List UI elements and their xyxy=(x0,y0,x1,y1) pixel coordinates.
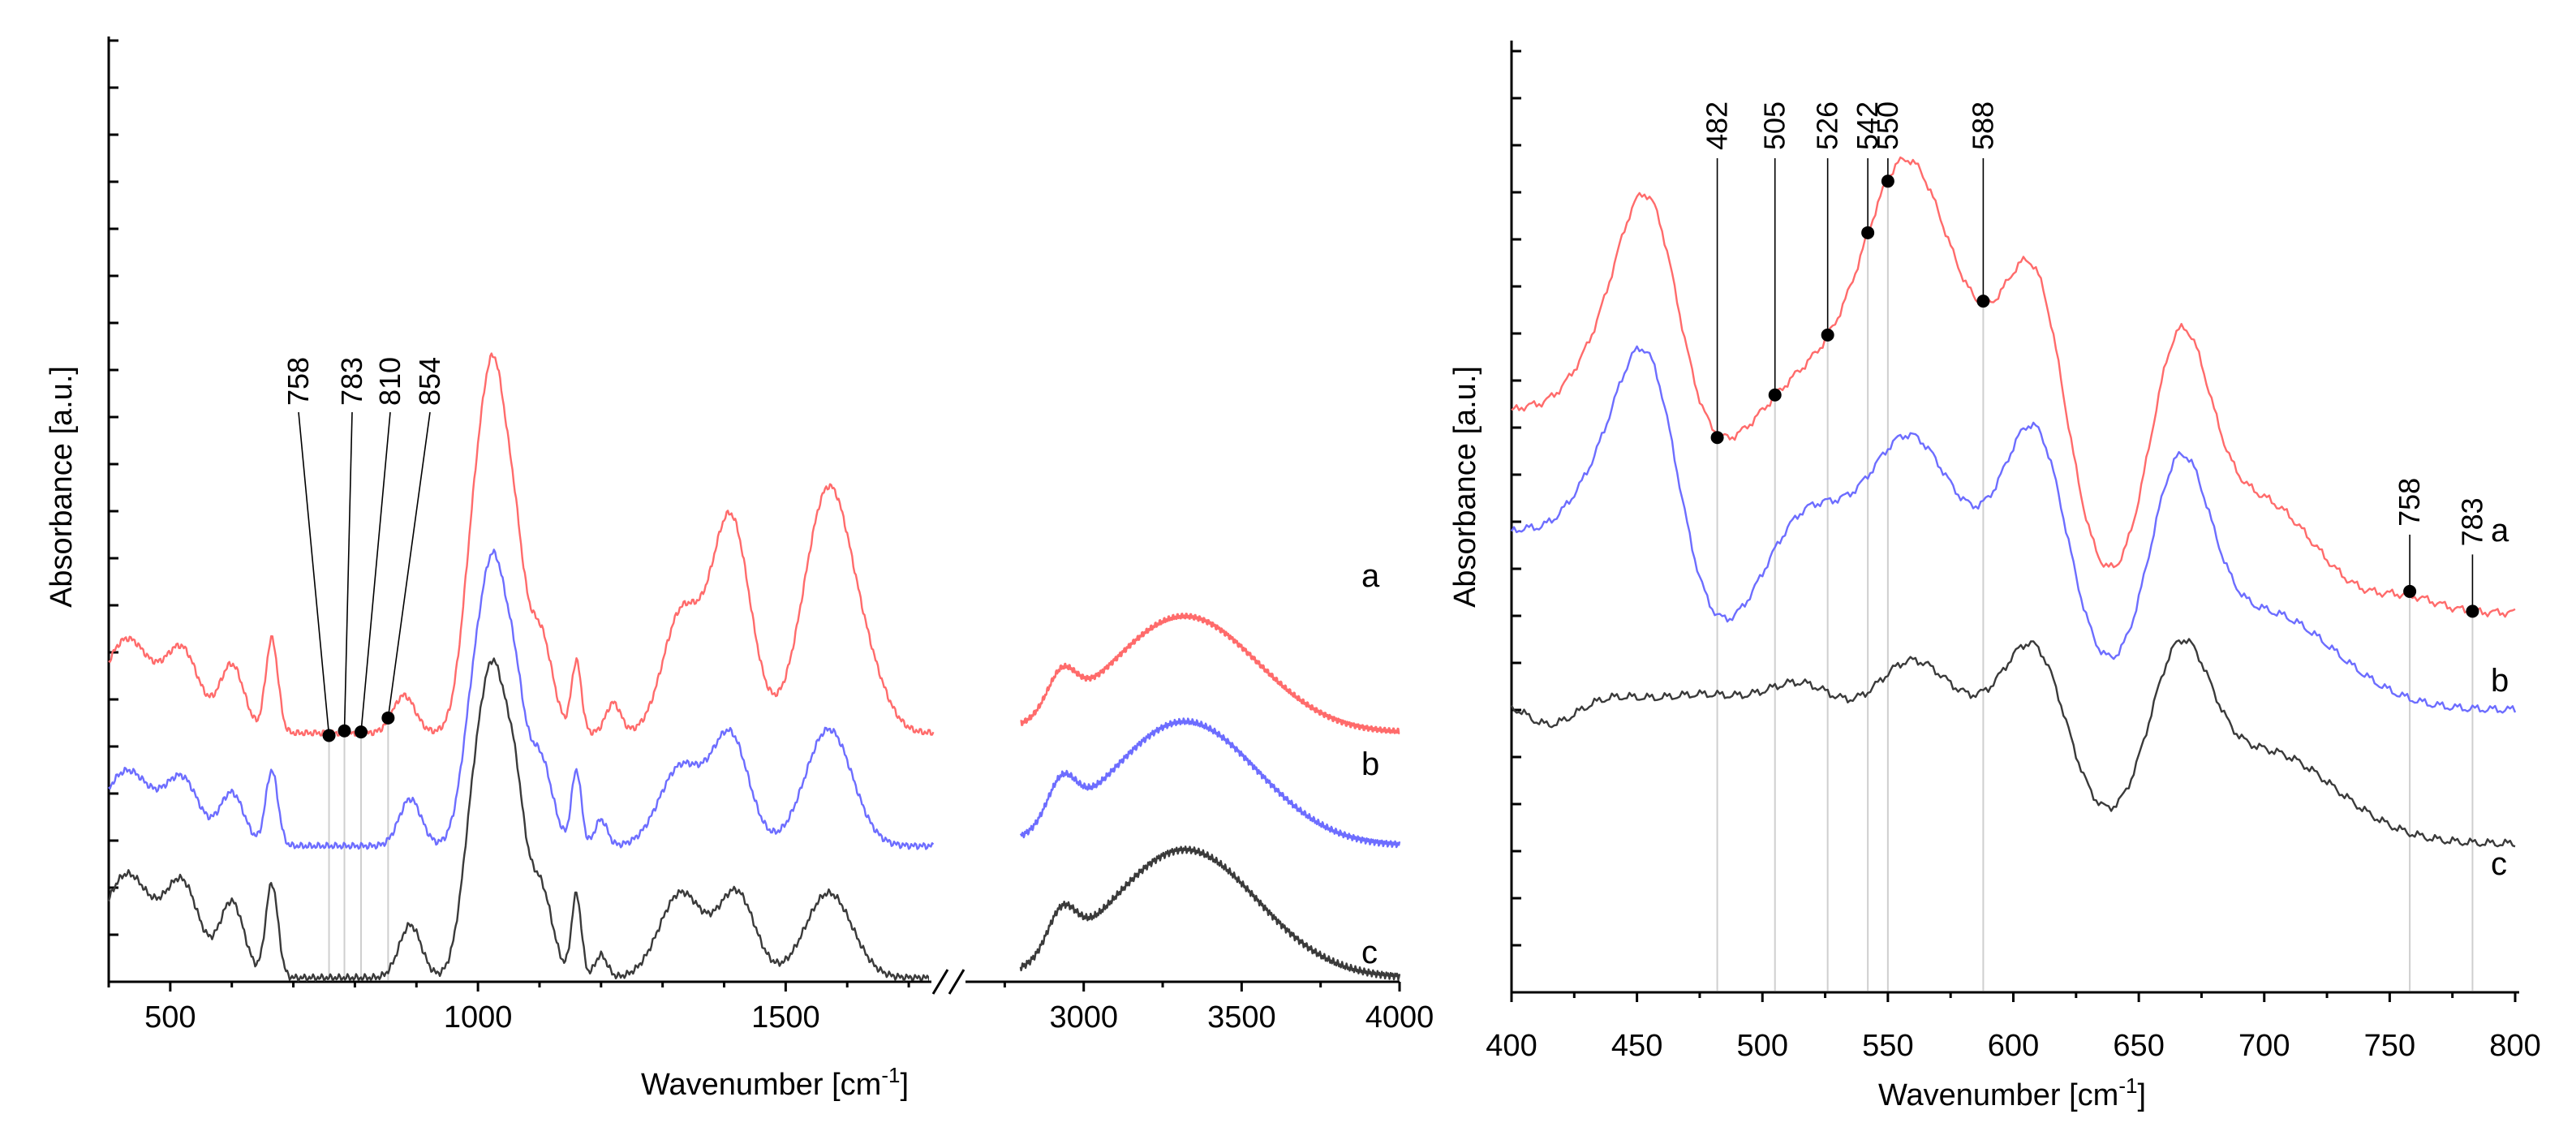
right-peak-marker xyxy=(1976,295,1990,308)
left-peak-label: 810 xyxy=(373,357,406,406)
right-x-tick-label: 650 xyxy=(2113,1029,2164,1063)
left-peak-label: 783 xyxy=(335,357,368,406)
left-series-label-b: b xyxy=(1361,746,1379,782)
right-peak-marker xyxy=(1881,174,1894,188)
left-peak-annotations: 758 783 810 854 xyxy=(282,357,446,742)
right-series-label-b: b xyxy=(2491,663,2509,699)
left-series-a-line xyxy=(108,352,935,737)
right-x-tick-label: 600 xyxy=(1988,1029,2039,1063)
left-peak-leader xyxy=(298,411,330,736)
right-series-label-a: a xyxy=(2491,513,2509,548)
right-series-c-line xyxy=(1510,638,2516,848)
right-series-label-c: c xyxy=(2491,846,2507,882)
right-x-ticks: 400 450 500 550 600 650 700 750 800 xyxy=(1486,992,2541,1063)
left-y-ticks xyxy=(109,39,118,983)
left-x-tick-label: 4000 xyxy=(1365,1000,1434,1035)
left-peak-marker xyxy=(322,729,336,742)
right-peak-marker xyxy=(1710,431,1724,445)
left-guide-lines xyxy=(328,717,389,980)
right-x-tick-label: 550 xyxy=(1862,1029,1913,1063)
right-spectrum-panel: 400 450 500 550 600 650 700 750 800 482 505 526 542… xyxy=(1448,41,2541,1112)
right-peak-label: 542 xyxy=(1851,101,1884,150)
left-peak-marker xyxy=(381,711,395,725)
left-x-tick-label: 500 xyxy=(144,1000,196,1035)
left-peak-label: 758 xyxy=(282,357,315,406)
left-peak-leader xyxy=(360,411,391,733)
right-series-b-line xyxy=(1510,345,2517,714)
right-peak-label: 505 xyxy=(1758,101,1791,150)
right-x-axis-title: Wavenumber [cm-1] xyxy=(1878,1073,2146,1112)
left-peak-label: 854 xyxy=(413,357,446,406)
left-series-c-line xyxy=(107,657,935,983)
right-spectra xyxy=(1510,156,2517,848)
right-series-a-line xyxy=(1511,156,2516,618)
right-peak-label: 783 xyxy=(2455,497,2488,546)
right-x-tick-label: 700 xyxy=(2238,1029,2290,1063)
left-series-c-line xyxy=(1019,845,1401,981)
left-peak-leader xyxy=(387,411,431,718)
left-spectrum-panel: 500 1000 1500 3000 3500 4000 758 783 810 854 a b… xyxy=(45,37,1434,1102)
right-peak-marker xyxy=(2403,584,2417,598)
right-y-ticks xyxy=(1512,49,1521,994)
left-x-tick-label: 1000 xyxy=(444,1000,513,1035)
left-series-a-line xyxy=(1020,613,1400,734)
left-series-b-line xyxy=(108,548,935,850)
left-series-label-c: c xyxy=(1361,935,1378,970)
left-x-tick-label: 1500 xyxy=(751,1000,820,1035)
right-guide-lines xyxy=(1716,181,2474,991)
right-peak-label: 482 xyxy=(1701,101,1734,150)
left-x-ticks: 500 1000 1500 3000 3500 4000 xyxy=(107,982,1434,1035)
right-y-axis-title: Absorbance [a.u.] xyxy=(1448,366,1482,608)
left-x-tick-label: 3000 xyxy=(1049,1000,1118,1035)
left-x-tick-label: 3500 xyxy=(1207,1000,1276,1035)
right-peak-marker xyxy=(1768,388,1782,402)
left-y-axis-title: Absorbance [a.u.] xyxy=(45,366,79,608)
right-peak-marker xyxy=(1821,328,1834,342)
right-peak-label: 526 xyxy=(1811,101,1844,150)
left-series-label-a: a xyxy=(1361,558,1380,594)
left-peak-marker xyxy=(354,725,368,739)
right-peak-label: 550 xyxy=(1871,101,1904,150)
left-peak-marker xyxy=(338,724,351,738)
left-spectra xyxy=(107,352,1401,983)
right-peak-label: 758 xyxy=(2393,478,2426,527)
right-peak-label: 588 xyxy=(1966,101,1999,150)
right-x-tick-label: 400 xyxy=(1486,1029,1537,1063)
left-series-b-line xyxy=(1019,717,1401,849)
right-x-tick-label: 450 xyxy=(1611,1029,1662,1063)
left-peak-leader xyxy=(343,411,353,731)
right-peak-marker xyxy=(1861,226,1875,239)
right-x-tick-label: 800 xyxy=(2489,1029,2540,1063)
right-x-tick-label: 750 xyxy=(2364,1029,2415,1063)
right-x-tick-label: 500 xyxy=(1737,1029,1788,1063)
right-peak-marker xyxy=(2466,604,2479,618)
axis-break-marker xyxy=(909,957,986,1006)
left-x-axis-title: Wavenumber [cm-1] xyxy=(641,1063,909,1102)
